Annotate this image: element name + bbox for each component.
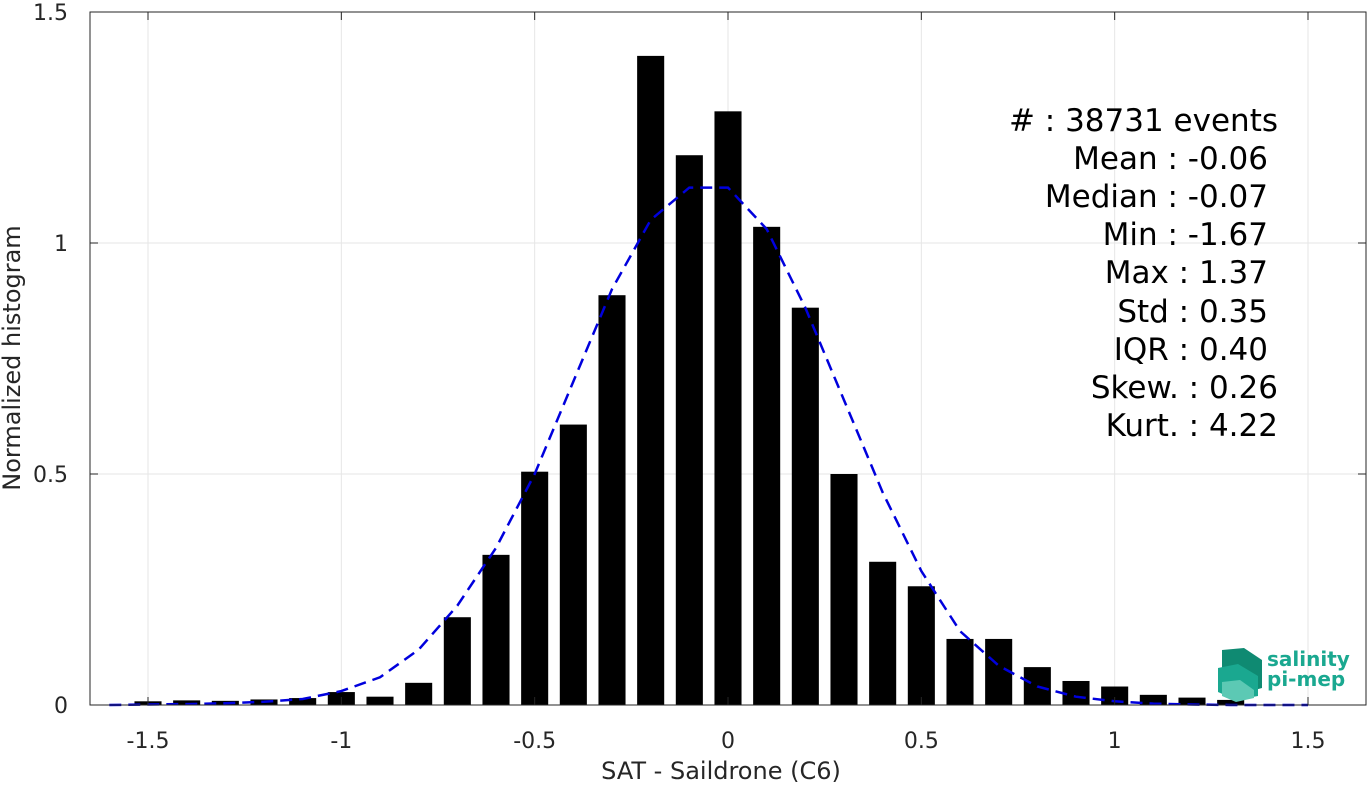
x-tick-labels: -1.5 -1 -0.5 0 0.5 1 1.5 — [127, 729, 1326, 754]
x-tick-label-1: -1 — [330, 729, 352, 754]
histogram-bar — [521, 471, 549, 705]
y-tick-label-3: 1.5 — [33, 1, 68, 26]
logo-mark-icon — [1218, 648, 1262, 702]
y-tick-labels: 0 0.5 1 1.5 — [33, 1, 68, 719]
histogram-bar — [1101, 686, 1129, 705]
histogram-bar — [714, 111, 742, 705]
histogram-bar — [946, 638, 974, 705]
histogram-bar — [1023, 667, 1051, 705]
histogram-bar — [1139, 694, 1167, 705]
histogram-bar — [443, 617, 471, 705]
histogram-bar — [289, 698, 317, 705]
x-tick-label-4: 0.5 — [904, 729, 939, 754]
x-axis-label: SAT - Saildrone (C6) — [601, 757, 841, 785]
histogram-bars — [134, 55, 1245, 706]
histogram-bar — [1217, 699, 1245, 705]
y-axis-label: Normalized histogram — [0, 225, 26, 490]
stats-std: Std : 0.35 — [1117, 294, 1268, 330]
histogram-bar — [1062, 680, 1090, 705]
stats-median: Median : -0.07 — [1045, 179, 1268, 215]
histogram-bar — [907, 586, 935, 705]
y-tick-label-1: 0.5 — [33, 463, 68, 488]
stats-min: Min : -1.67 — [1103, 217, 1268, 253]
fit-curve — [109, 186, 1308, 707]
stats-kurt: Kurt. : 4.22 — [1106, 408, 1278, 444]
histogram-bar — [173, 700, 201, 705]
stats-iqr: IQR : 0.40 — [1114, 332, 1268, 368]
stats-annotation: # : 38731 events Mean : -0.06 Median : -… — [1009, 103, 1278, 444]
histogram-bar — [791, 307, 819, 705]
stats-mean: Mean : -0.06 — [1073, 141, 1268, 177]
logo-line2: pi-mep — [1267, 667, 1345, 691]
x-tick-label-6: 1.5 — [1291, 729, 1326, 754]
stats-events: # : 38731 events — [1009, 103, 1278, 139]
histogram-bar — [559, 424, 587, 705]
stats-max: Max : 1.37 — [1105, 255, 1268, 291]
histogram-bar — [869, 561, 897, 705]
histogram-bar — [637, 55, 665, 705]
histogram-bar — [405, 682, 433, 705]
histogram-bar — [598, 295, 626, 705]
stats-skew: Skew. : 0.26 — [1091, 370, 1278, 406]
histogram-bar — [753, 226, 781, 705]
x-tick-label-3: 0 — [721, 729, 735, 754]
logo-line1: salinity — [1267, 647, 1350, 671]
y-tick-label-0: 0 — [54, 694, 68, 719]
histogram-bar — [675, 155, 703, 706]
salinity-pi-mep-logo: salinity pi-mep — [1218, 647, 1350, 702]
x-tick-label-0: -1.5 — [127, 729, 170, 754]
x-tick-label-2: -0.5 — [513, 729, 556, 754]
y-tick-label-2: 1 — [54, 232, 68, 257]
histogram-bar — [830, 474, 858, 705]
histogram-bar — [985, 638, 1013, 705]
histogram-bar — [1178, 697, 1206, 705]
histogram-bar — [482, 554, 510, 705]
axis-ticks — [90, 11, 1366, 706]
x-tick-label-5: 1 — [1108, 729, 1122, 754]
histogram-bar — [366, 696, 394, 705]
